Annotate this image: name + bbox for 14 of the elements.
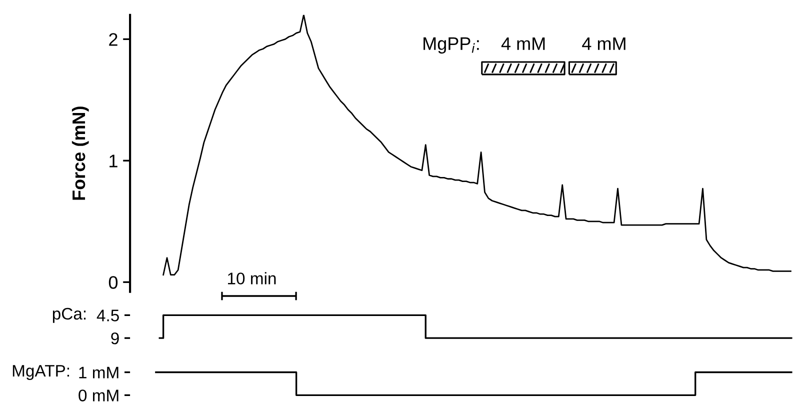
annotation: 10 min	[228, 272, 276, 284]
y-axis-title: MgATP:	[12, 365, 70, 380]
y-tick-label: 1 mM	[79, 366, 118, 378]
y-tick-label: 0 mM	[78, 390, 118, 402]
y-tick-label: 2	[109, 33, 118, 46]
y-tick-label: 1	[110, 154, 118, 168]
annotation: 4 mM	[501, 37, 545, 50]
annotation: MgPP$_{i}$:	[424, 37, 479, 54]
y-tick-label: 4.5	[96, 310, 119, 322]
y-axis-title: Force (mN)	[72, 106, 89, 200]
y-tick-label: 9	[111, 332, 119, 344]
y-axis-title: pCa:	[52, 308, 86, 323]
annotation: 4 mM	[582, 37, 626, 50]
y-tick-label: 0	[108, 276, 118, 289]
